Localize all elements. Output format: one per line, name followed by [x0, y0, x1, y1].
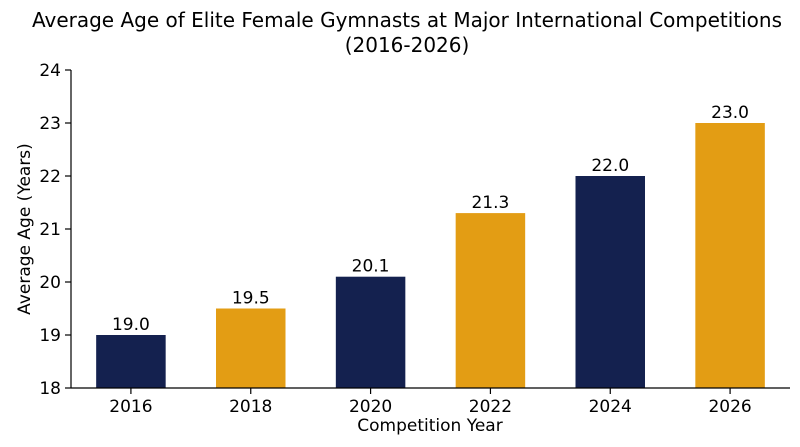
y-tick-label: 21	[39, 220, 61, 240]
bar-2018	[215, 308, 286, 388]
x-axis-label: Competition Year	[357, 416, 502, 436]
data-label-2020: 20.1	[352, 257, 390, 277]
y-axis-label: Average Age (Years)	[15, 143, 35, 315]
bar-2020	[335, 276, 406, 388]
data-label-2026: 23.0	[711, 103, 749, 123]
y-tick-label: 22	[39, 167, 61, 187]
x-axis-ticks: 2016 2018 2020 2022 2024 2026	[109, 388, 752, 417]
y-tick-label: 18	[39, 379, 61, 399]
bar-2024	[575, 176, 646, 388]
bars-layer	[96, 123, 765, 388]
x-tick-label-2018: 2018	[229, 397, 272, 417]
x-tick-label-2024: 2024	[589, 397, 632, 417]
bar-2026	[695, 123, 765, 388]
chart-title-line2: (2016-2026)	[345, 33, 470, 57]
y-axis-ticks: 18 19 20 21 22 23 24	[39, 61, 71, 399]
bar-2016	[96, 335, 166, 388]
x-tick-label-2026: 2026	[708, 397, 751, 417]
y-tick-label: 23	[39, 114, 61, 134]
y-tick-label: 19	[39, 326, 61, 346]
y-tick-label: 24	[39, 61, 61, 81]
data-labels-layer: 19.0 19.5 20.1 21.3 22.0 23.0	[112, 103, 749, 335]
x-tick-label-2022: 2022	[469, 397, 512, 417]
x-tick-label-2016: 2016	[109, 397, 152, 417]
data-label-2022: 21.3	[471, 193, 509, 213]
data-label-2024: 22.0	[591, 156, 629, 176]
bar-2022	[455, 213, 526, 388]
x-tick-label-2020: 2020	[349, 397, 392, 417]
y-tick-label: 20	[39, 273, 61, 293]
data-label-2018: 19.5	[232, 289, 270, 309]
chart-title-line1: Average Age of Elite Female Gymnasts at …	[32, 8, 782, 32]
data-label-2016: 19.0	[112, 315, 150, 335]
